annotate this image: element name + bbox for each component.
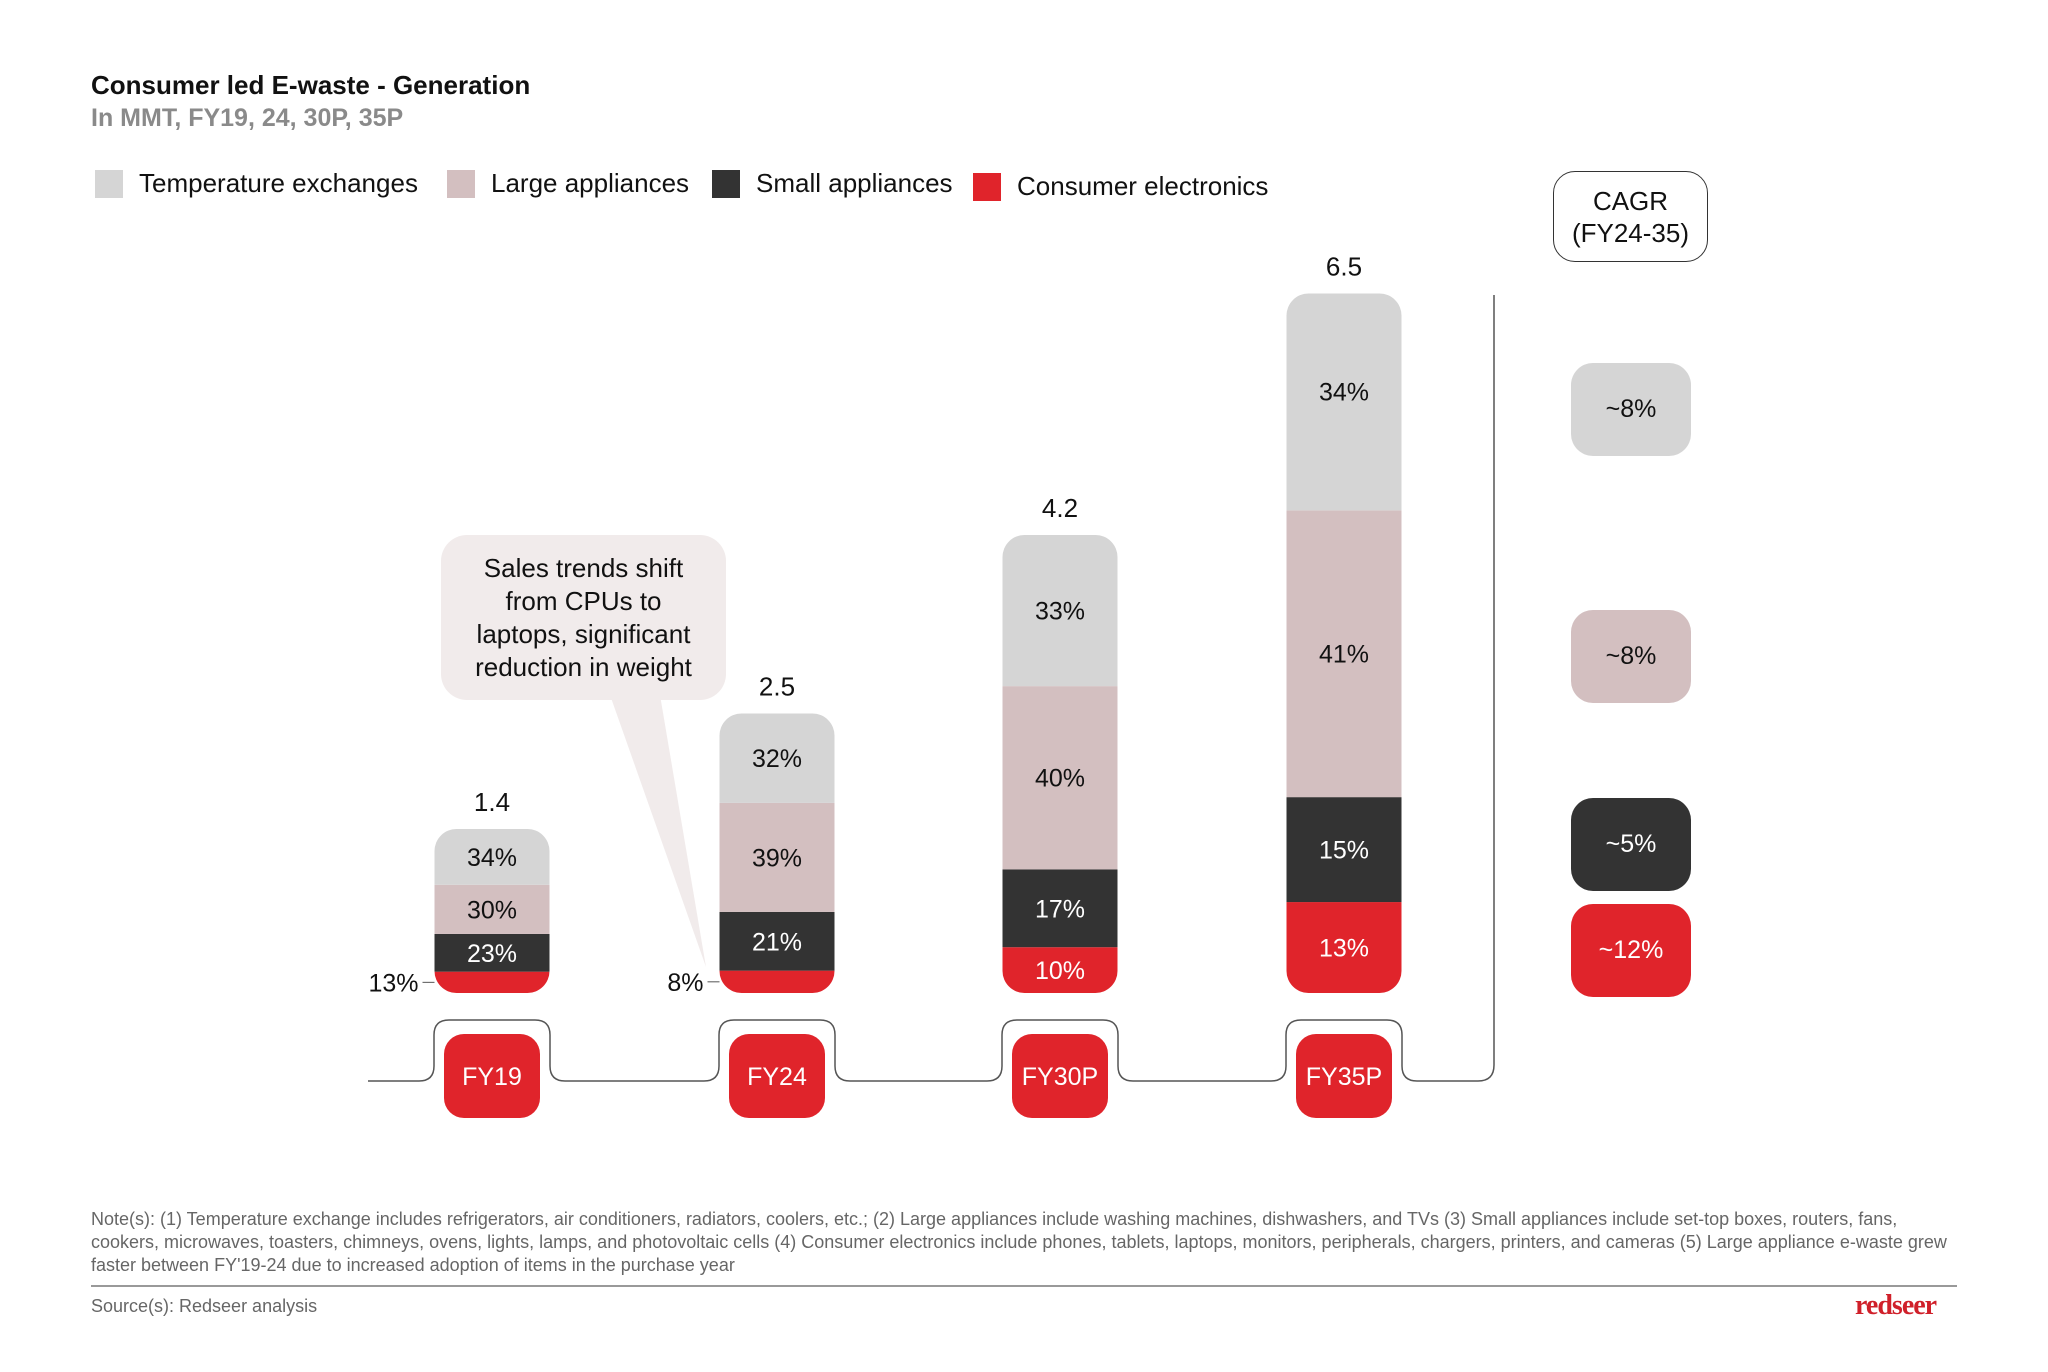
bar-segment-large-appliances — [1286, 510, 1402, 798]
bar-total-label: 1.4 — [474, 787, 510, 817]
segment-label: 10% — [1035, 957, 1085, 985]
segment-label: 13% — [368, 969, 418, 997]
legend-swatch — [973, 172, 1001, 201]
bar-total-label: 2.5 — [759, 672, 795, 702]
cagr-title: CAGR — [1592, 185, 1669, 216]
segment-label: 8% — [667, 969, 703, 997]
cagr-small-appliances: ~5% — [1571, 798, 1691, 891]
source-note: Source(s): Redseer analysis — [91, 1296, 318, 1316]
legend-large-appliances: Large appliances — [447, 168, 689, 199]
cagr-consumer-electronics: ~12% — [1571, 904, 1691, 997]
x-axis-line — [368, 295, 1495, 1082]
legend-small-appliances: Small appliances — [712, 168, 953, 199]
category-pill — [729, 1034, 825, 1118]
bar-segment-temperature-exchanges — [719, 713, 835, 803]
category-label: FY19 — [462, 1063, 522, 1091]
bar-segment-small-appliances — [434, 933, 550, 972]
segment-label: 21% — [752, 928, 802, 956]
bar-segment-large-appliances — [719, 802, 835, 912]
category-label: FY24 — [747, 1063, 807, 1091]
redseer-logo: redseer — [1855, 1290, 1937, 1321]
segment-label: 17% — [1035, 895, 1085, 923]
chart-subtitle: In MMT, FY19, 24, 30P, 35P — [91, 104, 404, 132]
bar-total-label: 4.2 — [1042, 493, 1078, 523]
cagr-large-appliances: ~8% — [1571, 610, 1691, 703]
segment-label: 30% — [467, 896, 517, 924]
legend-label: Large appliances — [491, 168, 690, 198]
category-label: FY30P — [1022, 1063, 1098, 1091]
segment-label: 39% — [752, 844, 802, 872]
cagr-header: CAGR (FY24-35) — [1553, 171, 1708, 262]
segment-label: 33% — [1035, 598, 1085, 626]
segment-label: 34% — [467, 844, 517, 872]
legend-swatch — [95, 169, 123, 198]
category-pill — [444, 1034, 540, 1118]
bar-segment-temperature-exchanges — [1286, 293, 1402, 511]
legend-swatch — [712, 169, 740, 198]
legend-label: Temperature exchanges — [139, 168, 418, 198]
legend-swatch — [447, 169, 475, 198]
bar-segment-small-appliances — [1286, 797, 1402, 903]
chart-title: Consumer led E-waste - Generation — [91, 70, 531, 100]
segment-label: 41% — [1319, 641, 1369, 669]
legend-temperature-exchanges: Temperature exchanges — [95, 168, 418, 199]
footnotes: Note(s): (1) Temperature exchange includ… — [91, 1209, 1947, 1275]
bar-segment-small-appliances — [719, 911, 835, 971]
legend-consumer-electronics: Consumer electronics — [973, 171, 1268, 202]
bar-segment-consumer-electronics — [1002, 947, 1118, 993]
callout-annotation: Sales trends shift from CPUs to laptops,… — [441, 535, 726, 700]
segment-label: 15% — [1319, 837, 1369, 865]
bar-segment-large-appliances — [434, 884, 550, 934]
bar-segment-consumer-electronics — [719, 970, 835, 993]
legend-label: Small appliances — [756, 168, 953, 198]
segment-label: 34% — [1319, 378, 1369, 406]
footer-divider — [91, 1285, 1957, 1287]
bar-segment-temperature-exchanges — [434, 829, 550, 885]
bar-segment-large-appliances — [1002, 686, 1118, 870]
bar-segment-consumer-electronics — [1286, 902, 1402, 993]
segment-label: 13% — [1319, 935, 1369, 963]
segment-label: 40% — [1035, 765, 1085, 793]
category-pill — [1012, 1034, 1108, 1118]
category-pill — [1296, 1034, 1392, 1118]
category-label: FY35P — [1306, 1063, 1382, 1091]
bar-segment-consumer-electronics — [434, 971, 550, 993]
segment-label: 32% — [752, 745, 802, 773]
callout-pointer — [610, 695, 706, 967]
segment-label: 23% — [467, 940, 517, 968]
legend-label: Consumer electronics — [1017, 171, 1269, 201]
bar-total-label: 6.5 — [1326, 252, 1362, 282]
cagr-period: (FY24-35) — [1571, 217, 1690, 248]
bar-segment-temperature-exchanges — [1002, 535, 1118, 687]
cagr-temperature-exchanges: ~8% — [1571, 363, 1691, 456]
bar-segment-small-appliances — [1002, 869, 1118, 948]
